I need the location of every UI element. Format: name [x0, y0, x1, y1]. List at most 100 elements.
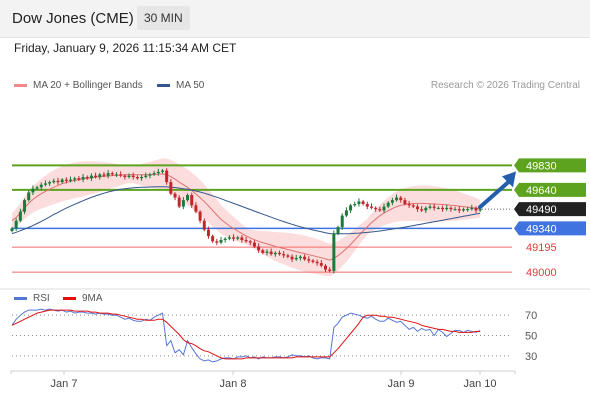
candle-body [357, 201, 361, 204]
candle [135, 175, 139, 180]
candle-body [110, 173, 114, 175]
candle [369, 203, 373, 210]
level-tag [514, 202, 586, 217]
candle-body [424, 207, 428, 211]
candle-body [269, 251, 273, 255]
candle-body [173, 193, 177, 198]
candle [211, 234, 215, 243]
candle-body [89, 175, 93, 179]
candle [374, 206, 378, 212]
candle [56, 177, 60, 185]
instrument-title: Dow Jones (CME) [12, 10, 134, 27]
candle-body [411, 205, 415, 207]
candle [244, 236, 248, 243]
candle [48, 180, 52, 186]
candle [344, 207, 348, 218]
candle [365, 201, 369, 210]
candle-body [252, 242, 256, 247]
candle-body [390, 200, 394, 203]
candle [457, 206, 461, 213]
candle [119, 171, 123, 178]
candle-body [311, 260, 315, 262]
candle [273, 251, 277, 257]
ma20-swatch [14, 83, 27, 87]
candle [332, 230, 336, 274]
candle [407, 200, 411, 208]
candle-body [386, 202, 390, 207]
candle [219, 236, 223, 245]
level-tag [514, 221, 586, 236]
candle [169, 179, 173, 196]
candle [378, 206, 382, 212]
candle-body [282, 254, 286, 256]
candle-body [340, 215, 344, 228]
candle [319, 260, 323, 268]
candle [165, 168, 169, 185]
candle [52, 178, 56, 184]
candle-body [64, 179, 68, 181]
candle [131, 172, 135, 180]
candle-body [353, 204, 357, 206]
candle-body [156, 171, 160, 174]
candle [115, 172, 118, 177]
candle-body [56, 180, 60, 183]
candle-body [403, 200, 407, 204]
candle [420, 206, 424, 212]
candle-body [361, 201, 365, 204]
candle-body [261, 250, 265, 253]
candle [152, 170, 156, 176]
bollinger-band [12, 158, 481, 277]
candle [257, 243, 261, 253]
x-tick-label: Jan 10 [463, 378, 496, 390]
candle-body [336, 227, 340, 234]
candle-body [307, 259, 311, 261]
candle-body [43, 183, 47, 185]
candle-body [106, 173, 110, 176]
candle [202, 218, 206, 232]
ma50-swatch [157, 83, 170, 87]
candle [18, 208, 22, 223]
candle-body [365, 204, 369, 207]
candle [424, 206, 428, 213]
candle-body [39, 184, 43, 188]
candle-body [160, 170, 164, 172]
candle-body [148, 174, 152, 176]
candle [361, 199, 365, 206]
level-label-49640: 49640 [514, 182, 586, 197]
timeframe-badge[interactable]: 30 MIN [137, 6, 190, 30]
candle [77, 175, 81, 182]
legend-ma20-label: MA 20 + Bollinger Bands [33, 80, 143, 91]
candle-body [286, 255, 290, 257]
candle-body [181, 200, 185, 207]
candle-body [445, 207, 449, 210]
legend-ma20: MA 20 + Bollinger Bands [14, 80, 143, 91]
candle-body [415, 206, 419, 210]
candle-body [294, 258, 298, 260]
candle-body [374, 207, 378, 210]
candle-body [48, 182, 52, 184]
candle-body [303, 256, 307, 260]
candle-body [77, 178, 81, 180]
candle [10, 226, 14, 233]
candle [336, 225, 340, 236]
candle-body [140, 177, 144, 179]
candle-body [378, 209, 382, 211]
rsi-tick-label: 50 [525, 331, 537, 343]
level-label-49830: 49830 [514, 158, 586, 173]
candle-body [273, 252, 277, 255]
level-label-text: 49640 [526, 185, 557, 197]
candle-body [478, 209, 482, 211]
candle [223, 237, 227, 243]
candle [64, 177, 68, 184]
candle-body [52, 180, 56, 183]
candle-body [202, 220, 206, 230]
candle [453, 206, 457, 211]
candle-body [324, 265, 327, 270]
candle-body [81, 177, 85, 180]
candle-body [328, 269, 332, 271]
candle-body [10, 228, 14, 231]
candle-body [135, 177, 139, 179]
rsi-tick-label: 70 [525, 310, 537, 322]
candle [415, 204, 419, 212]
